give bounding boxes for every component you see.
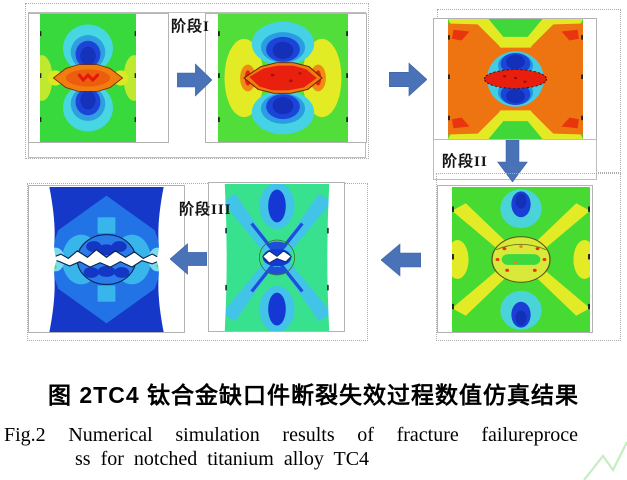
arrow-right-icon	[177, 63, 212, 97]
arrow-down-icon	[497, 140, 528, 182]
arrow-left-icon	[170, 243, 207, 275]
figure-caption-english-line1: Fig.2 Numerical simulation results of fr…	[4, 424, 578, 446]
dotted-group-box-stage3	[27, 183, 368, 341]
dotted-group-box-stage1	[25, 3, 369, 159]
contour-panel-2	[218, 14, 348, 142]
arrow-right-icon	[389, 62, 427, 97]
contour-panel-5	[222, 184, 332, 331]
contour-panel-6	[452, 187, 590, 332]
contour-panel-1	[40, 14, 136, 142]
contour-panel-3	[448, 19, 583, 139]
arrow-left-icon	[381, 243, 421, 277]
watermark-zigzag-icon	[583, 441, 627, 480]
stage-3-label: 阶段III	[179, 202, 232, 218]
stage-1-label: 阶段I	[171, 19, 210, 35]
figure-caption-chinese: 图 2TC4 钛合金缺口件断裂失效过程数值仿真结果	[47, 382, 580, 408]
dotted-group-box-stage2-bottom	[436, 173, 621, 341]
figure-caption-english-line2: ss for notched titanium alloy TC4	[75, 448, 370, 470]
stage-2-label: 阶段II	[442, 154, 488, 170]
contour-panel-4	[43, 187, 170, 332]
